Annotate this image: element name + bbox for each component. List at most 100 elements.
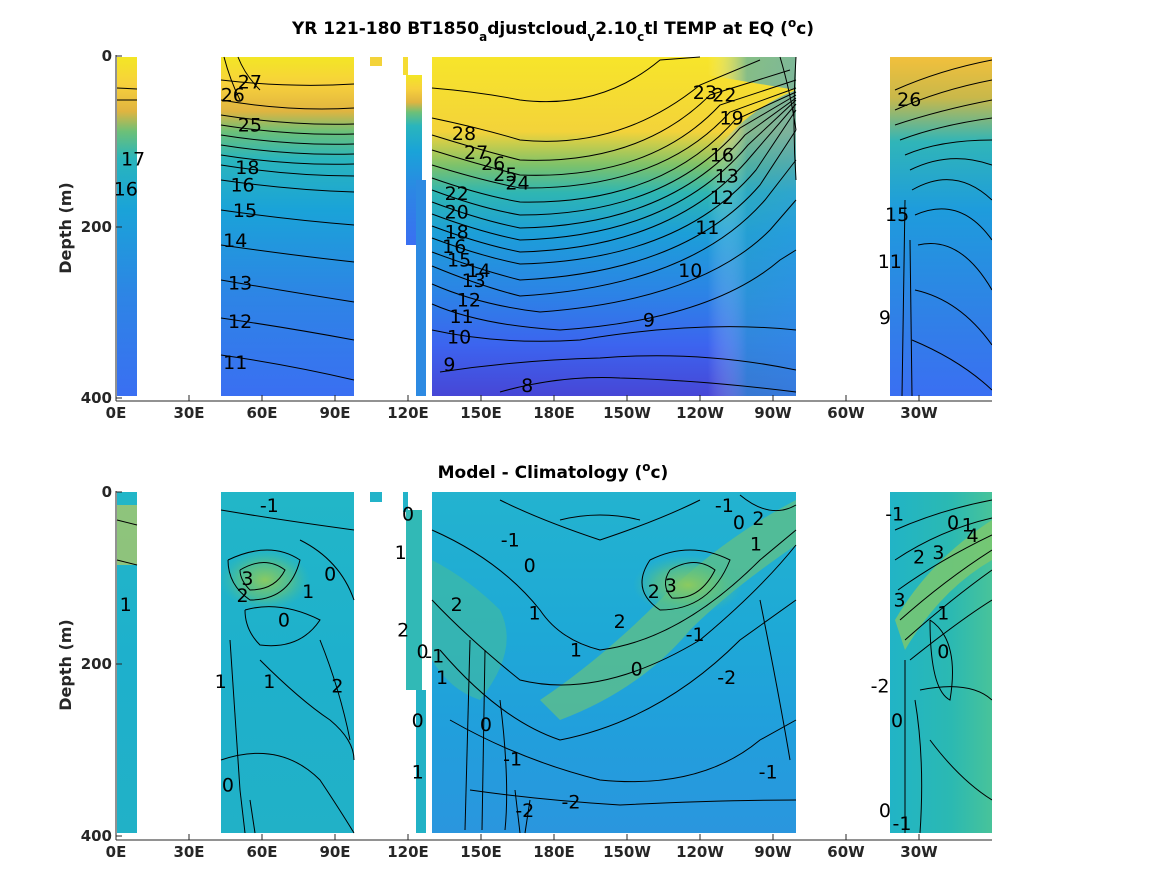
contour-label: 0 [879, 800, 891, 822]
contour-label: 1 [436, 667, 448, 689]
contour-label: 12 [228, 311, 252, 333]
top-contours-indian [220, 56, 355, 381]
x-tick-label: 120W [676, 404, 724, 422]
bottom-contours-indian [220, 509, 355, 834]
contour-label: -2 [871, 676, 890, 698]
x-tick-label: 30W [900, 404, 938, 422]
contour-label: 9 [643, 309, 655, 331]
contour-label: 0 [222, 774, 234, 796]
top-ocean-strait-4 [416, 180, 426, 396]
bottom-contours-pacific [431, 494, 797, 834]
contour-label: 0 [402, 504, 414, 526]
contour-label: 14 [223, 230, 247, 252]
contour-label: 2 [913, 547, 925, 569]
x-tick-label: 90E [319, 843, 350, 861]
contour-label: -1 [885, 504, 904, 526]
contour-label: -1 [503, 749, 522, 771]
bottom-ocean-strait-1 [370, 492, 382, 502]
contour-label: 9 [879, 307, 891, 329]
contour-label: 13 [462, 270, 486, 292]
contour-label: 26 [481, 153, 505, 175]
contour-label: -1 [686, 624, 705, 646]
contour-label: 1 [263, 671, 275, 693]
contour-label: 0 [891, 710, 903, 732]
top-ocean-atlantic-east [117, 57, 137, 396]
bottom-panel: Model - Climatology (oc) [56, 460, 992, 861]
contour-label: -1 [759, 762, 778, 784]
contour-label: 11 [223, 352, 247, 374]
x-tick-label: 0E [106, 404, 127, 422]
contour-label: 15 [447, 249, 471, 271]
x-tick-label: 150E [460, 843, 502, 861]
x-tick-label: 60W [827, 843, 865, 861]
contour-label: 27 [464, 142, 488, 164]
contour-label: -1 [715, 495, 734, 517]
contour-label: 2 [451, 594, 463, 616]
contour-label: 16 [710, 144, 734, 166]
contour-label: 18 [235, 157, 259, 179]
contour-label: 2 [236, 585, 248, 607]
y-tick-label: 0 [102, 47, 112, 65]
contour-label: 1 [937, 602, 949, 624]
contour-label: 3 [241, 568, 253, 590]
bottom-ocean-strait-2 [403, 492, 408, 512]
contour-label: 27 [238, 72, 262, 94]
top-contours-atlantic-east [116, 87, 138, 101]
contour-label: -1 [892, 813, 911, 835]
x-tick-label: 90W [754, 843, 792, 861]
bottom-ocean-indian [221, 492, 354, 833]
bottom-y-label: Depth (m) [56, 619, 75, 711]
contour-label: 26 [221, 84, 245, 106]
x-tick-label: 180E [533, 404, 575, 422]
contour-label: 0 [947, 512, 959, 534]
contour-label: 1 [215, 671, 227, 693]
contour-label: 18 [445, 221, 469, 243]
contour-label: 1 [570, 639, 582, 661]
bottom-x-ticks: 0E 30E 60E 90E 120E 150E 180E 150W 120W 90W 60W 30W [106, 834, 938, 861]
contour-label: 16 [230, 174, 254, 196]
top-y-label: Depth (m) [56, 182, 75, 274]
contour-label: 19 [720, 108, 744, 130]
contour-label: 17 [121, 149, 145, 171]
contour-label: 25 [238, 114, 262, 136]
top-atlantic-notch-fill [882, 64, 890, 86]
contour-label: 0 [278, 609, 290, 631]
contour-label: 16 [114, 179, 138, 201]
contour-label: 15 [885, 204, 909, 226]
contour-label: 2 [614, 611, 626, 633]
contour-label: -2 [515, 800, 534, 822]
contour-label: 20 [445, 202, 469, 224]
y-tick-label: 200 [81, 655, 112, 673]
contour-label: 1 [412, 762, 424, 784]
top-ocean-strait-1 [370, 57, 382, 66]
contour-label: 1 [302, 581, 314, 603]
bottom-atlantic-notch [877, 492, 890, 510]
x-tick-label: 30W [900, 843, 938, 861]
contour-label: 0 [324, 564, 336, 586]
contour-label: 11 [878, 251, 902, 273]
contour-label: -2 [717, 667, 736, 689]
top-contours-atlantic [894, 59, 992, 397]
y-tick-label: 400 [81, 827, 112, 845]
contour-label: 4 [966, 525, 978, 547]
top-ocean-atlantic [890, 57, 992, 396]
contour-label: 0 [631, 658, 643, 680]
contour-label: 1 [962, 515, 974, 537]
contour-label: 2 [648, 581, 660, 603]
contour-label: 8 [521, 375, 533, 397]
contour-label: 13 [715, 166, 739, 188]
y-tick-label: 400 [81, 389, 112, 407]
contour-label: 3 [932, 542, 944, 564]
top-contour-labels: 2726251716181615141312112827262524222018… [114, 72, 921, 398]
top-ocean-indian [221, 57, 354, 396]
contour-label: 11 [695, 217, 719, 239]
bottom-field [116, 492, 992, 834]
contour-label: 2 [752, 508, 764, 530]
x-tick-label: 120E [387, 843, 429, 861]
top-panel: YR 121-180 BT1850adjustcloudv2.10ctl TEM… [56, 16, 992, 422]
contour-label: 0 [417, 641, 429, 663]
bottom-ocean-strait-4 [416, 690, 426, 833]
bottom-panel-title: Model - Climatology (oc) [438, 460, 669, 483]
